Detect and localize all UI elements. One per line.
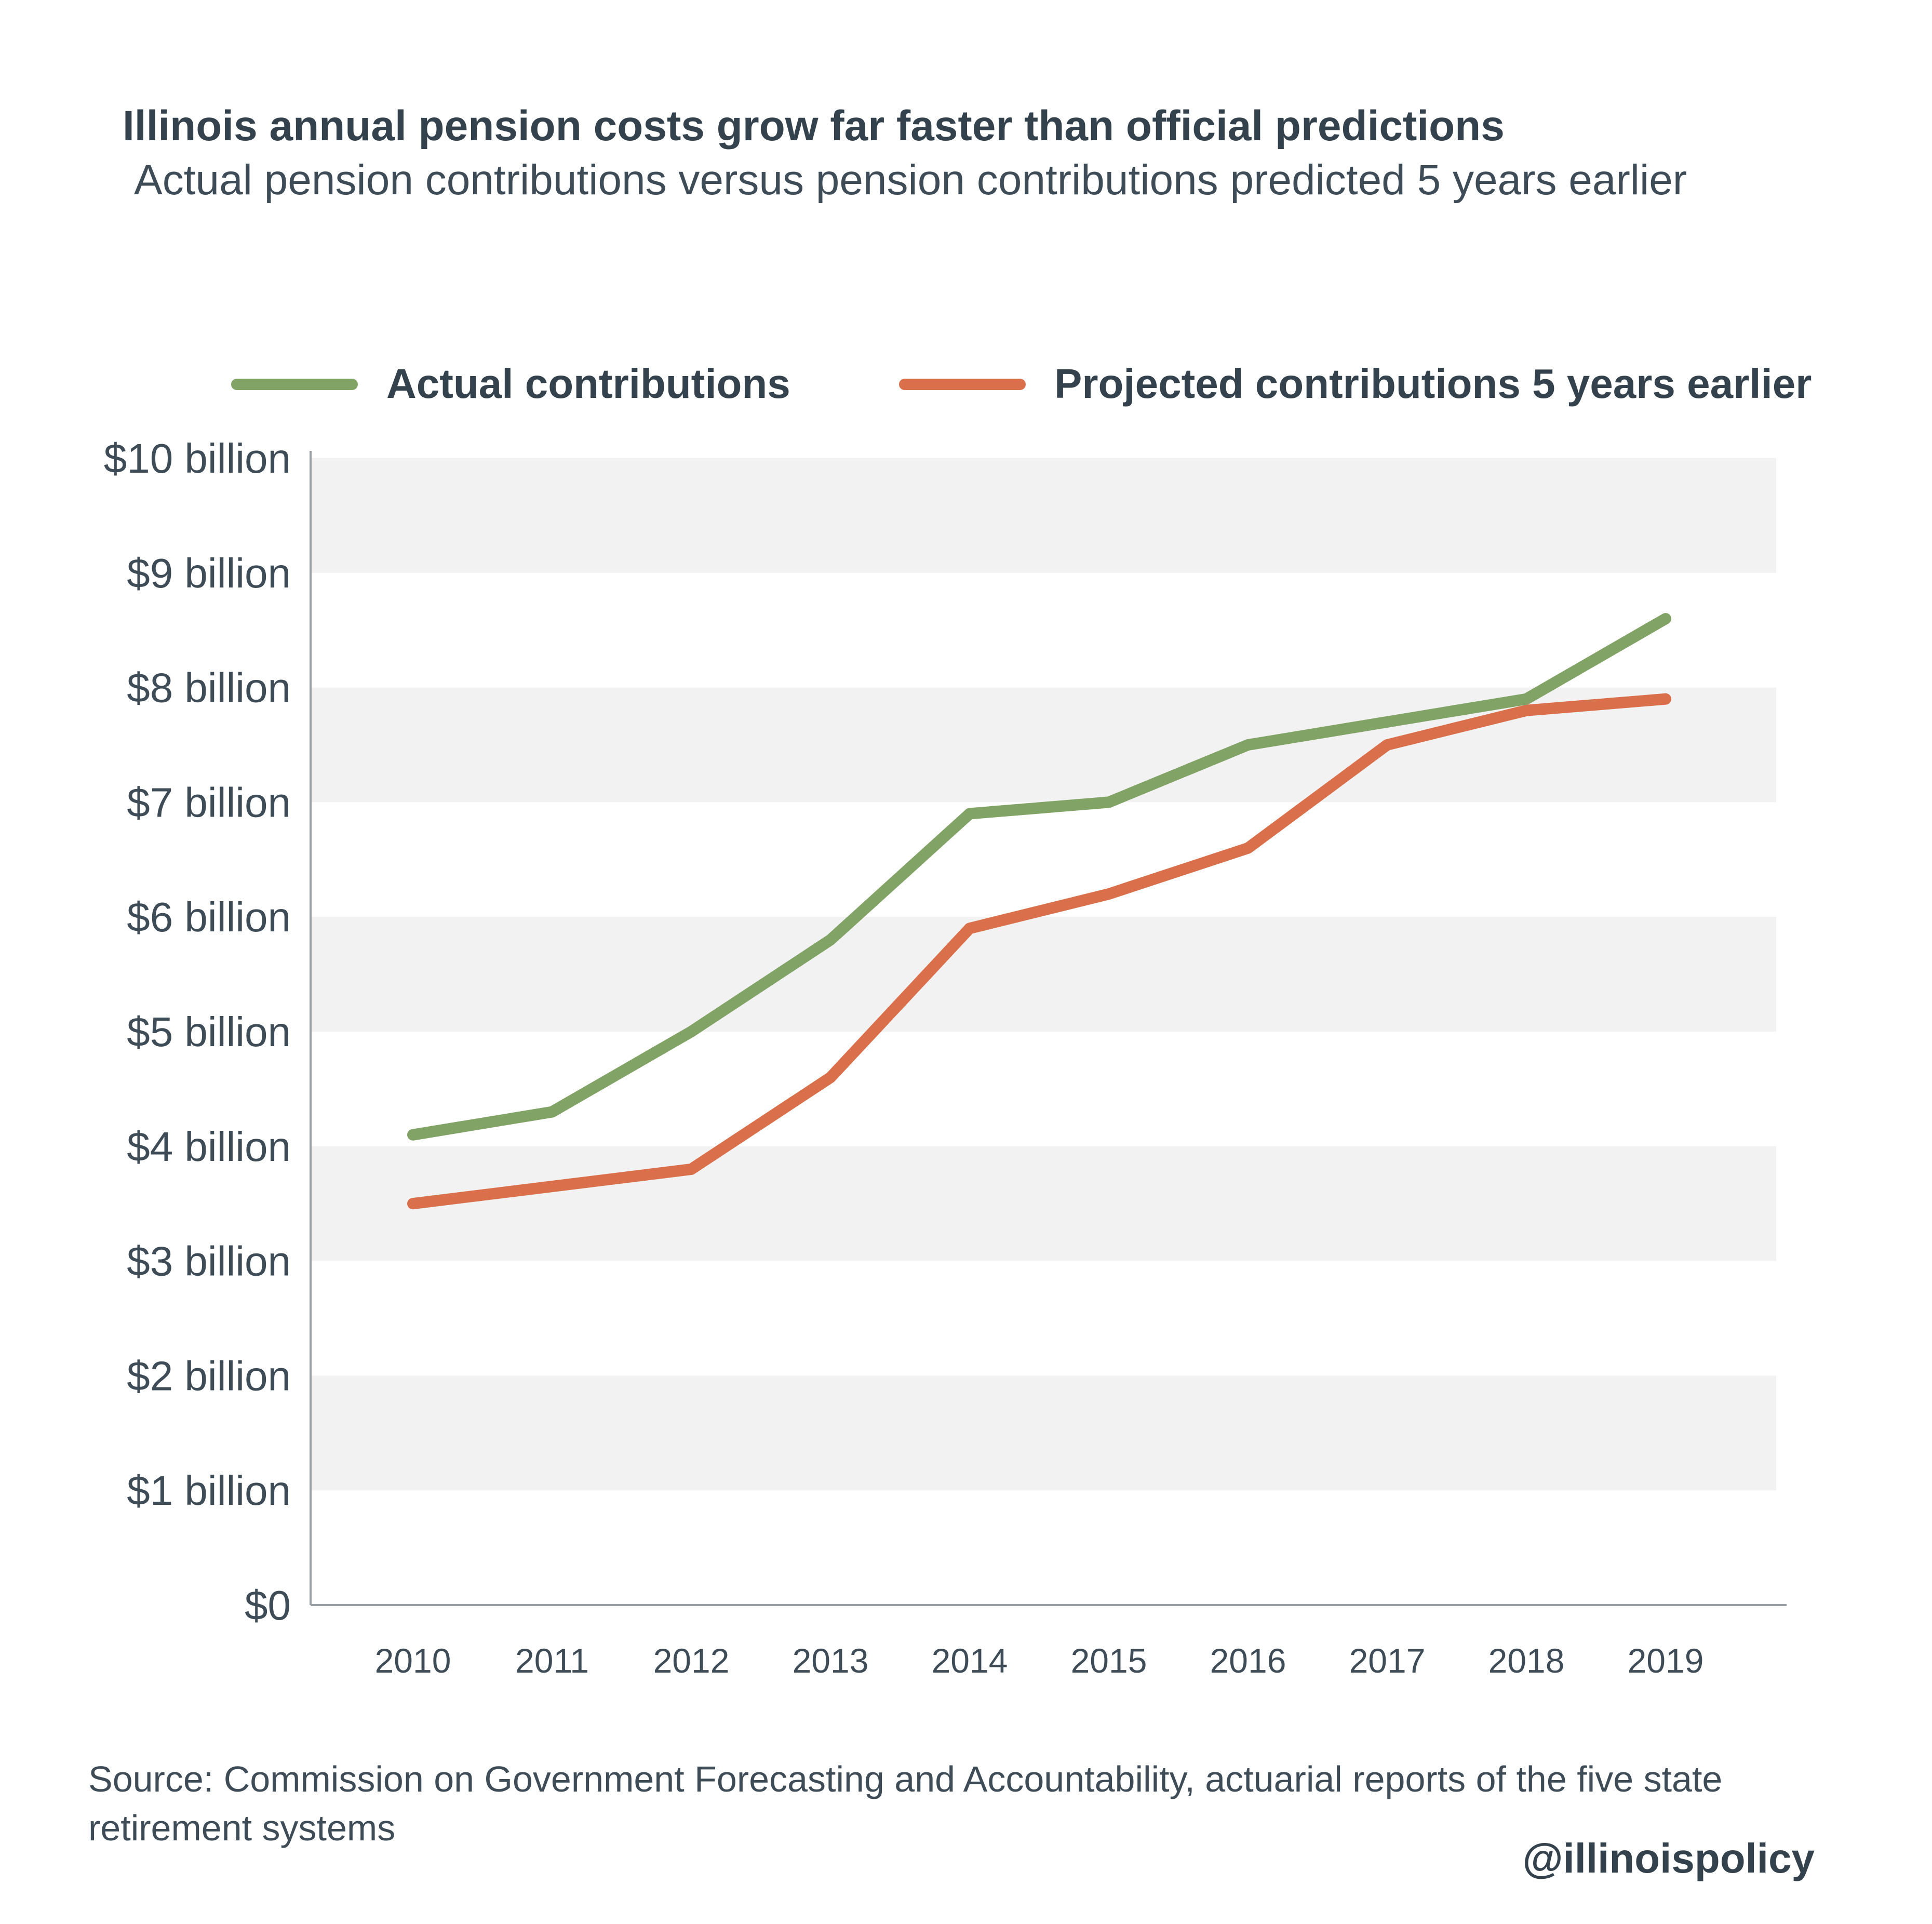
series-line <box>407 693 1671 1210</box>
y-tick-label: $1 billion <box>127 1467 291 1514</box>
y-tick-label: $6 billion <box>127 894 291 940</box>
grid-band <box>311 458 1776 573</box>
data-point <box>412 1134 413 1135</box>
chart-subtitle: Actual pension contributions versus pens… <box>134 156 1687 204</box>
x-tick-label: 2017 <box>1349 1641 1426 1680</box>
data-series <box>407 613 1671 1210</box>
grid-band <box>311 1375 1776 1491</box>
data-point <box>1665 698 1666 700</box>
social-handle: @illinoispolicy <box>1522 1835 1815 1881</box>
y-tick-label: $10 billion <box>104 435 291 482</box>
x-tick-label: 2018 <box>1488 1641 1565 1680</box>
source-note: Source: Commission on Government Forecas… <box>88 1759 1723 1848</box>
y-tick-label: $4 billion <box>127 1124 291 1170</box>
data-point <box>969 813 970 814</box>
chart-title: Illinois annual pension costs grow far f… <box>123 102 1505 150</box>
data-point <box>1247 744 1249 745</box>
data-point <box>830 939 831 941</box>
data-point <box>1526 698 1527 700</box>
data-point <box>1108 801 1109 803</box>
y-tick-label: $9 billion <box>127 550 291 596</box>
background-bands <box>311 458 1776 1491</box>
data-point <box>552 1186 553 1187</box>
x-tick-label: 2015 <box>1071 1641 1147 1680</box>
x-tick-label: 2012 <box>653 1641 730 1680</box>
x-tick-label: 2019 <box>1628 1641 1704 1680</box>
data-point <box>969 928 970 929</box>
grid-band <box>311 917 1776 1032</box>
data-point <box>1526 710 1527 711</box>
y-tick-label: $8 billion <box>127 665 291 711</box>
legend-label: Projected contributions 5 years earlier <box>1054 360 1812 407</box>
data-point <box>691 1168 692 1170</box>
data-point <box>1665 618 1666 620</box>
x-tick-label: 2014 <box>932 1641 1008 1680</box>
x-tick-label: 2010 <box>375 1641 451 1680</box>
data-point <box>1387 721 1388 723</box>
legend-label: Actual contributions <box>386 360 790 407</box>
chart-axes <box>310 451 1787 1606</box>
data-point <box>412 1203 413 1205</box>
data-point <box>552 1111 553 1113</box>
data-point <box>1247 847 1249 849</box>
data-point <box>691 1031 692 1032</box>
y-axis-ticks: $10 billion $9 billion $8 billion $7 billio… <box>104 435 291 1628</box>
y-tick-label: $3 billion <box>127 1238 291 1285</box>
y-tick-label: $5 billion <box>127 1009 291 1055</box>
y-tick-label: $0 <box>245 1582 291 1628</box>
grid-band <box>311 1146 1776 1261</box>
data-point <box>1387 744 1388 745</box>
series-line <box>407 613 1671 1141</box>
x-tick-label: 2016 <box>1210 1641 1286 1680</box>
x-tick-label: 2011 <box>515 1641 589 1680</box>
data-point <box>830 1077 831 1078</box>
y-tick-label: $2 billion <box>127 1353 291 1399</box>
data-point <box>1108 893 1109 895</box>
y-tick-label: $7 billion <box>127 779 291 825</box>
legend: Actual contributions Projected contributi… <box>231 360 1812 407</box>
x-axis-ticks: 2010 2011 2012 2013 2014 2015 2016 2017 2018 2019 <box>375 1641 1704 1680</box>
x-tick-label: 2013 <box>793 1641 869 1680</box>
